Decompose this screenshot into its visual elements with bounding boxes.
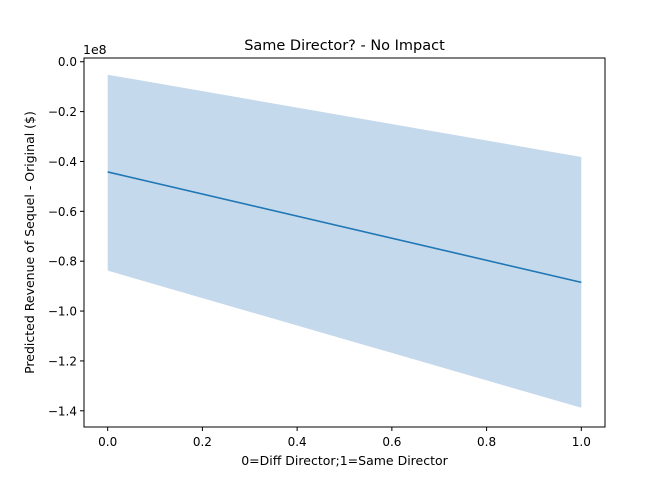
axes-frame bbox=[83, 57, 606, 428]
y-tick-label: −0.2 bbox=[48, 105, 77, 119]
x-tick-label: 0.2 bbox=[193, 435, 212, 449]
y-tick-label: −1.0 bbox=[48, 305, 77, 319]
y-tick-label: −0.6 bbox=[48, 205, 77, 219]
x-tick-label: 0.8 bbox=[477, 435, 496, 449]
x-axis-label: 0=Diff Director;1=Same Director bbox=[241, 453, 448, 468]
y-axis: 0.0 −0.2 −0.4 −0.6 −0.8 −1.0 −1.2 −1.4 bbox=[48, 55, 84, 418]
x-tick-label: 0.4 bbox=[288, 435, 307, 449]
x-tick-label: 1.0 bbox=[572, 435, 591, 449]
y-tick-label: −1.2 bbox=[48, 354, 77, 368]
x-tick-label: 0.0 bbox=[98, 435, 117, 449]
y-axis-label: Predicted Revenue of Sequel - Original (… bbox=[22, 111, 37, 374]
x-axis: 0.0 0.2 0.4 0.6 0.8 1.0 bbox=[98, 427, 591, 449]
y-tick-label: −1.4 bbox=[48, 404, 77, 418]
y-tick-label: 0.0 bbox=[58, 55, 77, 69]
series-line-0 bbox=[107, 171, 582, 284]
chart-title: Same Director? - No Impact bbox=[244, 38, 445, 54]
y-tick-label: −0.8 bbox=[48, 255, 77, 269]
x-tick-label: 0.6 bbox=[382, 435, 401, 449]
confidence-band-0 bbox=[107, 74, 582, 408]
plot-area bbox=[107, 74, 582, 408]
y-axis-offset-label: 1e8 bbox=[83, 42, 107, 57]
y-tick-label: −0.4 bbox=[48, 155, 77, 169]
